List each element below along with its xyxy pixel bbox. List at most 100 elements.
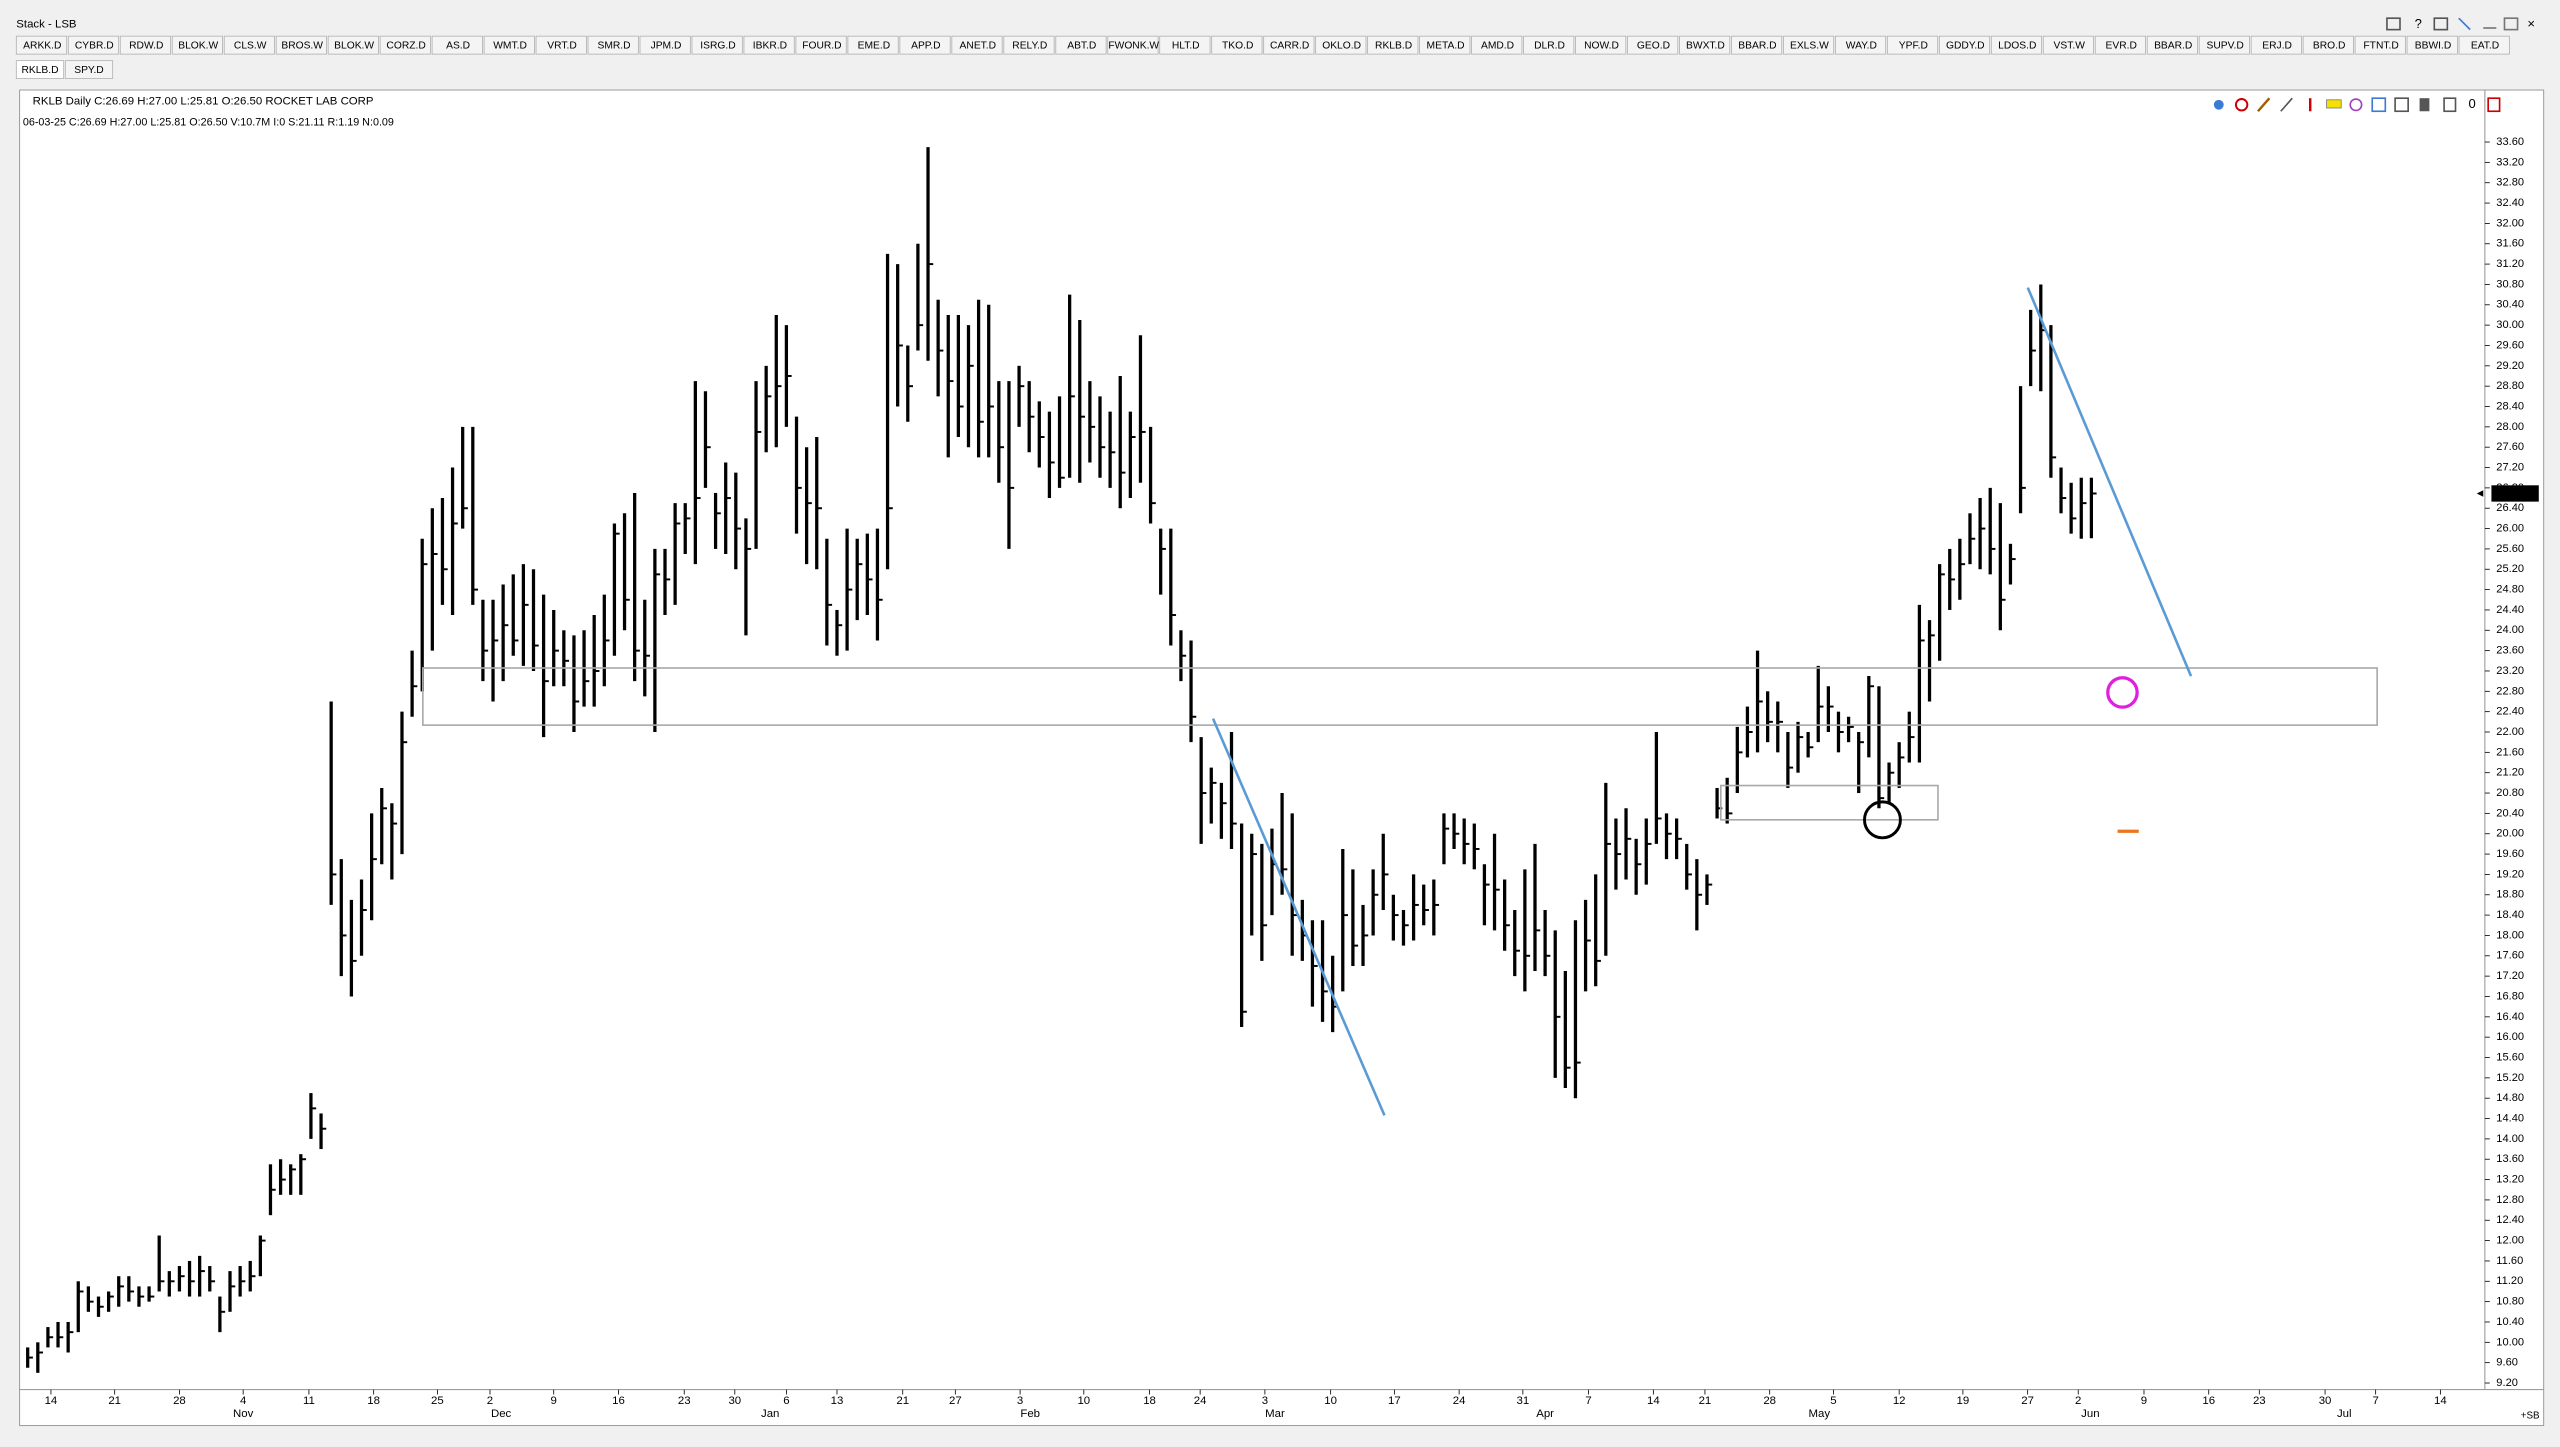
tool-icon[interactable] <box>2213 99 2224 110</box>
tab-label[interactable]: ABT.D <box>1067 41 1096 52</box>
tab[interactable]: CORZ.D <box>379 35 431 55</box>
tab-box[interactable] <box>64 60 114 80</box>
tab[interactable]: BBWI.D <box>2406 35 2458 55</box>
tab[interactable]: SPY.D <box>64 60 114 80</box>
tab-label[interactable]: GDDY.D <box>1946 41 1985 52</box>
tab-label[interactable]: AS.D <box>446 41 470 52</box>
tab[interactable]: ERJ.D <box>2250 35 2302 55</box>
tab[interactable]: ABT.D <box>1055 35 1107 55</box>
tab-box[interactable] <box>1315 35 1367 55</box>
tab-label[interactable]: ISRG.D <box>700 41 735 52</box>
tab-label[interactable]: EAT.D <box>2471 41 2499 52</box>
tab-label[interactable]: SUPV.D <box>2207 41 2244 52</box>
tab-box[interactable] <box>1471 35 1523 55</box>
tab-label[interactable]: RKLB.D <box>1375 41 1412 52</box>
tab-box[interactable] <box>1107 35 1159 55</box>
control-icon[interactable] <box>2458 17 2471 31</box>
tab-label[interactable]: AMD.D <box>1481 41 1514 52</box>
tab-box[interactable] <box>1990 35 2043 55</box>
tab-box[interactable] <box>327 35 379 55</box>
tab-label[interactable]: META.D <box>1427 41 1465 52</box>
tab-box[interactable] <box>2094 35 2146 55</box>
tab-box[interactable] <box>535 35 587 55</box>
tab-label[interactable]: FOUR.D <box>802 41 841 52</box>
tab-box[interactable] <box>1782 35 1835 55</box>
tool-icon[interactable] <box>2371 97 2387 113</box>
tab[interactable]: CYBR.D <box>67 35 120 55</box>
tab[interactable]: RKLB.D <box>15 60 65 80</box>
tab[interactable]: DLR.D <box>1523 35 1575 55</box>
tab-label[interactable]: SPY.D <box>74 65 103 76</box>
tab-label[interactable]: BBAR.D <box>2154 41 2192 52</box>
tab[interactable]: AMD.D <box>1471 35 1523 55</box>
tab[interactable]: TKO.D <box>1211 35 1263 55</box>
tab[interactable]: FWONK.W <box>1107 35 1160 55</box>
tab-label[interactable]: FWONK.W <box>1108 41 1159 52</box>
tab-label[interactable]: EVR.D <box>2106 41 2137 52</box>
control-icon[interactable] <box>2433 17 2449 31</box>
tab[interactable]: RDW.D <box>119 35 172 55</box>
tab[interactable]: VST.W <box>2042 35 2095 55</box>
tab-box[interactable] <box>587 35 639 55</box>
tab-label[interactable]: OKLO.D <box>1322 41 1361 52</box>
tab-label[interactable]: EME.D <box>858 41 891 52</box>
tab-label[interactable]: ERJ.D <box>2262 41 2292 52</box>
tab[interactable]: BROS.W <box>275 35 327 55</box>
tab-box[interactable] <box>1055 35 1107 55</box>
tab-label[interactable]: CORZ.D <box>386 41 425 52</box>
tab-label[interactable]: ANET.D <box>960 41 997 52</box>
tab[interactable]: META.D <box>1419 35 1471 55</box>
tab-label[interactable]: JPM.D <box>651 41 682 52</box>
tab-box[interactable] <box>2042 35 2095 55</box>
tab-box[interactable] <box>1159 35 1211 55</box>
tab-box[interactable] <box>1679 35 1731 55</box>
tab[interactable]: WMT.D <box>483 35 535 55</box>
tab-label[interactable]: SMR.D <box>597 41 630 52</box>
tab-box[interactable] <box>2250 35 2302 55</box>
tab[interactable]: EME.D <box>847 35 899 55</box>
tab[interactable]: LDOS.D <box>1990 35 2043 55</box>
tab-label[interactable]: WMT.D <box>493 41 527 52</box>
tab-label[interactable]: APP.D <box>911 41 940 52</box>
tab-box[interactable] <box>2458 35 2510 55</box>
tab-box[interactable] <box>171 35 223 55</box>
tab-box[interactable] <box>483 35 535 55</box>
tab[interactable]: ANET.D <box>951 35 1003 55</box>
tab-box[interactable] <box>1367 35 1419 55</box>
tab-label[interactable]: BROS.W <box>281 41 323 52</box>
tab-label[interactable]: WAY.D <box>1846 41 1877 52</box>
tab-label[interactable]: BBAR.D <box>1738 41 1776 52</box>
tool-icon[interactable] <box>2419 98 2430 112</box>
tab-box[interactable] <box>379 35 431 55</box>
tab[interactable]: SMR.D <box>587 35 639 55</box>
tab-label[interactable]: ARKK.D <box>23 41 61 52</box>
tab[interactable]: WAY.D <box>1834 35 1887 55</box>
tab[interactable]: SUPV.D <box>2198 35 2250 55</box>
tab-box[interactable] <box>15 35 68 55</box>
tool-icon[interactable] <box>2326 99 2342 109</box>
tab[interactable]: EXLS.W <box>1782 35 1835 55</box>
tab-box[interactable] <box>1003 35 1055 55</box>
tab-box[interactable] <box>1886 35 1939 55</box>
tab-label[interactable]: BWXT.D <box>1686 41 1725 52</box>
tab-label[interactable]: VRT.D <box>547 41 576 52</box>
tab-box[interactable] <box>847 35 899 55</box>
maximize-button[interactable] <box>2503 17 2519 31</box>
tab-label[interactable]: BRO.D <box>2313 41 2346 52</box>
tab-box[interactable] <box>2146 35 2198 55</box>
tab-label[interactable]: CYBR.D <box>75 41 114 52</box>
tab-box[interactable] <box>1523 35 1575 55</box>
tab-box[interactable] <box>119 35 172 55</box>
tab-box[interactable] <box>899 35 951 55</box>
tab-box[interactable] <box>1938 35 1991 55</box>
tool-icon[interactable] <box>2443 97 2457 113</box>
tab-label[interactable]: BBWI.D <box>2415 41 2452 52</box>
tab-box[interactable] <box>1731 35 1783 55</box>
tab[interactable]: BRO.D <box>2302 35 2354 55</box>
tab-box[interactable] <box>275 35 327 55</box>
tool-icon[interactable] <box>2487 97 2501 113</box>
tab-label[interactable]: BLOK.W <box>334 41 374 52</box>
tab[interactable]: RKLB.D <box>1367 35 1419 55</box>
tab[interactable]: CARR.D <box>1263 35 1315 55</box>
tab-label[interactable]: CARR.D <box>1270 41 1309 52</box>
